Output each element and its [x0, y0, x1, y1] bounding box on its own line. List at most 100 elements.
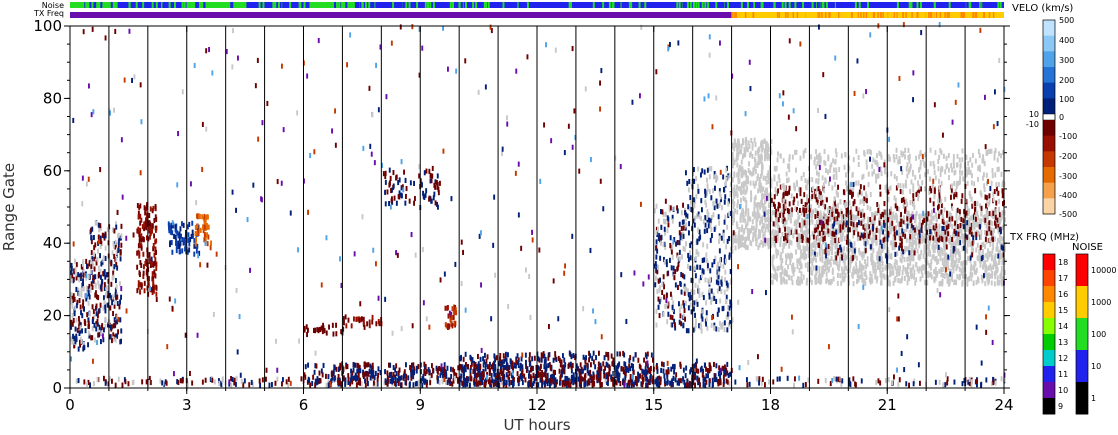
scatter-cell — [784, 235, 787, 241]
scatter-cell — [734, 245, 737, 251]
scatter-cell — [682, 225, 685, 231]
scatter-cell — [733, 171, 736, 177]
scatter-cell — [939, 148, 942, 154]
scatter-cell — [880, 154, 883, 160]
scatter-cell — [800, 254, 802, 260]
scatter-cell — [97, 332, 100, 338]
scatter-cell — [654, 261, 657, 267]
scatter-cell — [836, 260, 838, 266]
scatter-cell — [362, 320, 365, 326]
scatter-cell — [659, 376, 662, 382]
noise-strip-tick — [330, 2, 333, 8]
scatter-cell — [986, 209, 988, 215]
scatter-cell — [872, 212, 875, 218]
scatter-cell — [886, 189, 889, 195]
noise-strip-tick — [612, 2, 615, 8]
scatter-cell — [731, 217, 734, 223]
scatter-cell — [732, 163, 734, 169]
scatter-cell — [947, 265, 950, 271]
scatter-cell — [375, 381, 378, 387]
scatter-cell — [972, 247, 974, 253]
scatter-cell — [95, 303, 98, 309]
freq-strip-tick — [875, 12, 877, 18]
scatter-cell — [870, 260, 873, 266]
scatter-cell — [890, 240, 892, 246]
scatter-cell — [690, 309, 693, 315]
scatter-cell — [953, 192, 956, 198]
noise-strip-tick — [689, 2, 692, 8]
scatter-cell — [882, 212, 885, 218]
scatter-cell — [863, 197, 866, 203]
scatter-cell — [720, 288, 723, 294]
scatter-cell — [919, 174, 921, 180]
scatter-cell — [72, 293, 75, 299]
scatter-cell — [787, 252, 790, 258]
scatter-cell — [99, 244, 102, 250]
scatter-cell — [909, 234, 912, 240]
scatter-cell — [997, 166, 1000, 172]
scatter-cell — [83, 319, 86, 325]
scatter-cell — [423, 170, 426, 176]
scatter-cell — [832, 231, 834, 237]
scatter-cell — [852, 222, 855, 228]
scatter-cell — [729, 192, 732, 198]
scatter-cell — [850, 215, 853, 221]
scatter-cell — [788, 275, 791, 281]
scatter-cell — [803, 246, 806, 252]
scatter-cell — [997, 190, 1000, 196]
scatter-cell — [117, 376, 120, 382]
scatter-cell — [604, 378, 607, 384]
scatter-cell — [235, 381, 237, 387]
scatter-cell — [922, 253, 925, 259]
scatter-cell — [155, 216, 158, 222]
scatter-cell — [851, 171, 854, 177]
scatter-cell — [991, 248, 994, 254]
scatter-cell — [219, 380, 222, 386]
scatter-cell — [701, 316, 704, 322]
scatter-cell — [832, 259, 835, 265]
scatter-cell — [958, 157, 961, 163]
scatter-cell — [883, 159, 886, 165]
scatter-cell — [150, 229, 153, 235]
noise-strip-tick — [535, 2, 538, 8]
scatter-cell — [788, 154, 791, 160]
scatter-cell — [815, 219, 818, 225]
freq-strip-tick — [998, 12, 1001, 18]
scatter-cell — [653, 208, 656, 214]
freq-strip-tick — [738, 12, 741, 18]
scatter-cell — [88, 283, 91, 289]
scatter-cell — [749, 229, 751, 235]
scatter-cell — [745, 141, 748, 147]
noise-strip-tick — [230, 2, 233, 8]
scatter-cell — [671, 295, 673, 301]
scatter-cell — [951, 258, 953, 264]
scatter-cell — [773, 194, 776, 200]
scatter-cell — [876, 210, 879, 216]
scatter-cell — [798, 222, 801, 228]
scatter-cell — [75, 333, 78, 339]
noise-strip-tick — [272, 2, 275, 8]
scatter-cell — [723, 219, 726, 225]
scatter-cell — [136, 228, 139, 234]
scatter-cell — [936, 259, 938, 265]
noise-strip-tick — [740, 2, 743, 8]
scatter-cell — [980, 211, 983, 217]
scatter-cell — [852, 281, 855, 287]
scatter-cell — [807, 246, 810, 252]
scatter-cell — [916, 226, 919, 232]
scatter-cell — [183, 239, 186, 245]
scatter-cell — [909, 260, 912, 266]
scatter-cell — [911, 233, 914, 239]
scatter-cell — [706, 217, 709, 223]
scatter-cell — [723, 254, 726, 260]
scatter-cell — [999, 219, 1002, 225]
scatter-cell — [749, 216, 752, 222]
scatter-cell — [814, 224, 817, 230]
scatter-cell — [851, 246, 854, 252]
scatter-cell — [945, 222, 948, 228]
scatter-cell — [827, 156, 830, 162]
noise-strip-tick — [226, 2, 229, 8]
scatter-cell — [447, 313, 450, 319]
scatter-cell — [887, 217, 890, 223]
scatter-cell — [858, 220, 860, 226]
